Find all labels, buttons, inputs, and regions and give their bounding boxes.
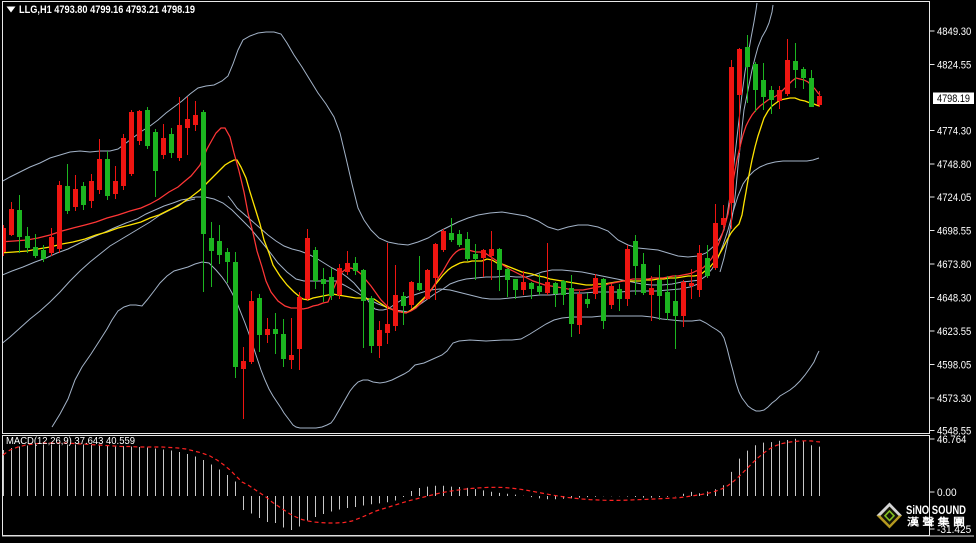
svg-text:4548.55: 4548.55 [937,426,971,438]
svg-text:4598.05: 4598.05 [937,360,971,372]
svg-text:4774.30: 4774.30 [937,126,971,138]
svg-text:0.00: 0.00 [937,487,957,499]
svg-text:漢 聲 集 團: 漢 聲 集 團 [907,516,965,529]
svg-text:LLG,H1 4793.80 4799.16 4793.2: LLG,H1 4793.80 4799.16 4793.21 4798.19 [19,4,195,16]
svg-text:-31.425: -31.425 [937,524,971,536]
svg-text:4648.30: 4648.30 [937,293,971,305]
svg-text:4824.55: 4824.55 [937,60,971,72]
svg-text:MACD(12,26,9) 37.643 40.559: MACD(12,26,9) 37.643 40.559 [6,435,135,447]
svg-text:4798.19: 4798.19 [937,93,970,105]
svg-text:4724.05: 4724.05 [937,192,971,204]
svg-text:4698.55: 4698.55 [937,226,971,238]
svg-text:46.764: 46.764 [937,434,966,446]
svg-text:4849.30: 4849.30 [937,26,971,38]
svg-text:4673.80: 4673.80 [937,259,971,271]
svg-text:4573.30: 4573.30 [937,393,971,405]
svg-text:4748.80: 4748.80 [937,159,971,171]
svg-text:4623.55: 4623.55 [937,326,971,338]
svg-text:SiNO SOUND: SiNO SOUND [906,505,966,517]
